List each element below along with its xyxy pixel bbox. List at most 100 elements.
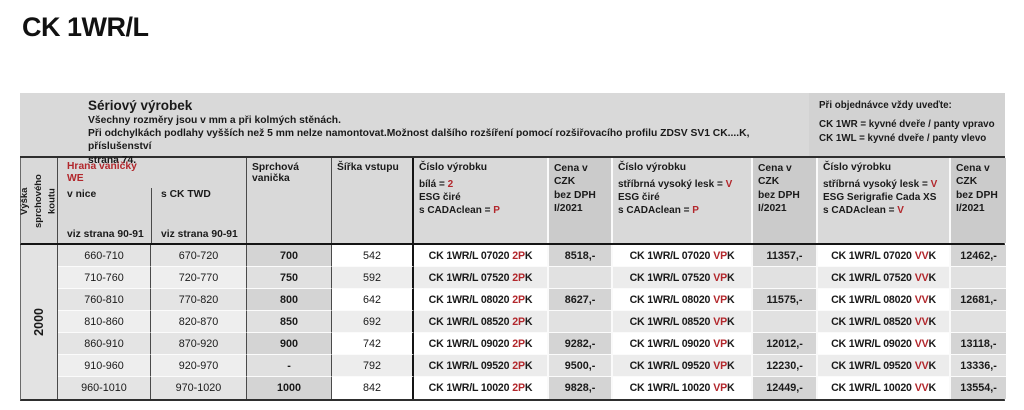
cell-tray-size: 800 (247, 289, 332, 311)
product-code-silver: CK 1WR/L 10020 VP K (613, 377, 753, 399)
product-code-silver: CK 1WR/L 09520 VP K (613, 355, 753, 377)
cell-s-ck-twd: 720-770 (151, 267, 247, 289)
price-serigraphy (951, 311, 1006, 333)
price-silver: 11357,- (753, 245, 818, 267)
price-white (549, 311, 613, 333)
header-col-niche: v nice viz strana 90-91 (58, 188, 151, 243)
cell-tray-size: 1000 (247, 377, 332, 399)
cell-v-nice: 960-1010 (58, 377, 151, 399)
product-variant-line: ESG čiré (419, 192, 461, 203)
product-variant-line: s CADAclean = P (618, 205, 699, 216)
cell-entry-width: 742 (332, 333, 414, 355)
see-page-ref: viz strana 90-91 (161, 229, 238, 240)
product-code-serigraphy: CK 1WR/L 07520 VV K (818, 267, 951, 289)
cell-s-ck-twd: 920-970 (151, 355, 247, 377)
product-code-white: CK 1WR/L 10020 2P K (414, 377, 549, 399)
price-white: 8627,- (549, 289, 613, 311)
header-product-white: Číslo výrobku bílá = 2 ESG čiré s CADAclea… (414, 158, 549, 243)
cell-entry-width: 542 (332, 245, 414, 267)
price-white: 9828,- (549, 377, 613, 399)
cell-tray-size: 750 (247, 267, 332, 289)
product-code-white: CK 1WR/L 09020 2P K (414, 333, 549, 355)
product-code-white: CK 1WR/L 09520 2P K (414, 355, 549, 377)
product-code-silver: CK 1WR/L 07020 VP K (613, 245, 753, 267)
cell-s-ck-twd: 820-870 (151, 311, 247, 333)
product-code-serigraphy: CK 1WR/L 09020 VV K (818, 333, 951, 355)
see-page-ref: viz strana 90-91 (67, 229, 144, 240)
header-entry-width: Šířka vstupu (332, 158, 414, 243)
cell-v-nice: 860-910 (58, 333, 151, 355)
price-white (549, 267, 613, 289)
cell-tray-size: 700 (247, 245, 332, 267)
cell-entry-width: 792 (332, 355, 414, 377)
product-variant-line: s CADAclean = P (419, 205, 500, 216)
order-note-left-variant: CK 1WL = kyvné dveře / panty vlevo (819, 133, 987, 145)
order-note-right-variant: CK 1WR = kyvné dveře / panty vpravo (819, 119, 995, 131)
table-body: 2000 660-710 670-720 700 542 CK 1WR/L 07020 2… (20, 245, 1006, 401)
price-silver: 12230,- (753, 355, 818, 377)
shower-height-value: 2000 (31, 308, 46, 336)
cell-entry-width: 592 (332, 267, 414, 289)
product-code-white: CK 1WR/L 08020 2P K (414, 289, 549, 311)
series-title: Sériový výrobek (88, 98, 193, 113)
product-variant-line: ESG Serigrafie Cada XS (823, 192, 937, 203)
price-white: 8518,- (549, 245, 613, 267)
price-silver: 11575,- (753, 289, 818, 311)
info-line-dimensions: Všechny rozměry jsou v mm a při kolmých … (88, 115, 341, 126)
shower-height-label: Výška sprchového koutu (19, 173, 58, 228)
cell-tray-size: 900 (247, 333, 332, 355)
product-code-white: CK 1WR/L 08520 2P K (414, 311, 549, 333)
page-title: CK 1WR/L (22, 12, 149, 42)
cell-entry-width: 642 (332, 289, 414, 311)
product-variant-line: ESG čiré (618, 192, 660, 203)
price-silver: 12449,- (753, 377, 818, 399)
cell-v-nice: 810-860 (58, 311, 151, 333)
product-code-serigraphy: CK 1WR/L 08520 VV K (818, 311, 951, 333)
header-shower-tray: Sprchová vanička (247, 158, 332, 243)
header-price-silver: Cena v CZK bez DPH I/2021 (753, 158, 818, 243)
header-tray-edge-group: Hrana vaničky WE v nice viz strana 90-91… (58, 158, 247, 243)
info-line-page-ref: strana 74. (88, 154, 137, 166)
header-col-ck-twd: s CK TWD viz strana 90-91 (151, 187, 246, 243)
cell-tray-size: 850 (247, 311, 332, 333)
order-note-title: Při objednávce vždy uveďte: (819, 100, 952, 111)
cell-v-nice: 660-710 (58, 245, 151, 267)
product-variant-line: stříbrná vysoký lesk = V (823, 179, 938, 190)
product-code-silver: CK 1WR/L 07520 VP K (613, 267, 753, 289)
price-serigraphy: 13554,- (951, 377, 1006, 399)
header-price-serigraphy: Cena v CZK bez DPH I/2021 (951, 158, 1006, 243)
info-band: Sériový výrobek Všechny rozměry jsou v m… (20, 93, 1005, 166)
order-note: Při objednávce vždy uveďte: CK 1WR = kyv… (809, 93, 1005, 156)
price-silver (753, 311, 818, 333)
cell-entry-width: 842 (332, 377, 414, 399)
header-shower-height: Výška sprchového koutu (19, 158, 58, 243)
cell-s-ck-twd: 870-920 (151, 333, 247, 355)
product-code-silver: CK 1WR/L 09020 VP K (613, 333, 753, 355)
table-header: Výška sprchového koutu Hrana vaničky WE … (19, 158, 1006, 245)
product-code-white: CK 1WR/L 07520 2P K (414, 267, 549, 289)
product-variant-line: bílá = 2 (419, 179, 454, 190)
product-code-serigraphy: CK 1WR/L 08020 VV K (818, 289, 951, 311)
series-info: Sériový výrobek Všechny rozměry jsou v m… (20, 93, 809, 166)
product-table: Sériový výrobek Všechny rozměry jsou v m… (19, 93, 1006, 401)
product-variant-line: stříbrná vysoký lesk = V (618, 179, 733, 190)
price-silver (753, 267, 818, 289)
price-silver: 12012,- (753, 333, 818, 355)
product-code-silver: CK 1WR/L 08020 VP K (613, 289, 753, 311)
product-code-serigraphy: CK 1WR/L 10020 VV K (818, 377, 951, 399)
info-line-floor-tolerance: Při odchylkách podlahy vyšších než 5 mm … (88, 128, 750, 153)
shower-height-value-cell: 2000 (21, 245, 58, 399)
cell-entry-width: 692 (332, 311, 414, 333)
price-white: 9282,- (549, 333, 613, 355)
price-serigraphy (951, 267, 1006, 289)
product-code-serigraphy: CK 1WR/L 09520 VV K (818, 355, 951, 377)
cell-v-nice: 910-960 (58, 355, 151, 377)
product-code-white: CK 1WR/L 07020 2P K (414, 245, 549, 267)
price-serigraphy: 12462,- (951, 245, 1006, 267)
cell-s-ck-twd: 970-1020 (151, 377, 247, 399)
cell-s-ck-twd: 670-720 (151, 245, 247, 267)
header-product-serigraphy: Číslo výrobku stříbrná vysoký lesk = V ES… (818, 158, 951, 243)
price-serigraphy: 13118,- (951, 333, 1006, 355)
cell-s-ck-twd: 770-820 (151, 289, 247, 311)
